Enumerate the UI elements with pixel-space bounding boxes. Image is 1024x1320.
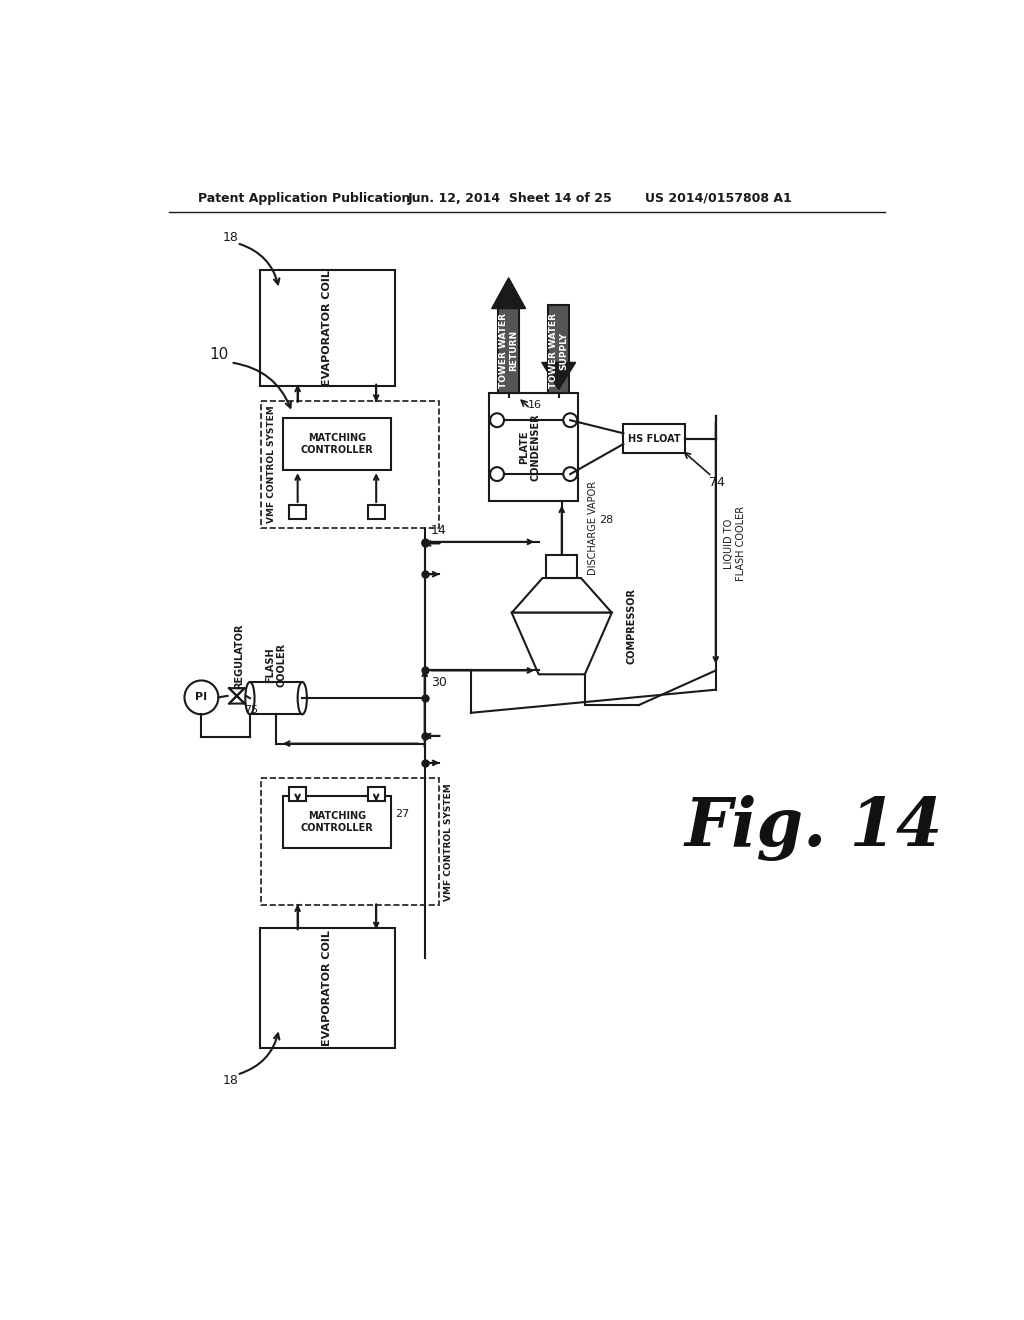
- Bar: [289, 788, 306, 801]
- Text: 28: 28: [599, 515, 613, 525]
- Text: VMF CONTROL SYSTEM: VMF CONTROL SYSTEM: [444, 783, 453, 900]
- Text: COMPRESSOR: COMPRESSOR: [626, 589, 636, 664]
- Text: FLASH
COOLER: FLASH COOLER: [265, 643, 287, 688]
- Text: 14: 14: [431, 524, 446, 537]
- Bar: [261, 401, 438, 528]
- Bar: [260, 928, 394, 1048]
- Text: HS FLOAT: HS FLOAT: [628, 434, 681, 444]
- Text: US 2014/0157808 A1: US 2014/0157808 A1: [645, 191, 792, 205]
- Bar: [283, 796, 391, 849]
- Bar: [289, 506, 306, 519]
- Text: DISCHARGE VAPOR: DISCHARGE VAPOR: [588, 480, 598, 576]
- Text: Patent Application Publication: Patent Application Publication: [199, 191, 411, 205]
- Bar: [498, 305, 519, 393]
- Circle shape: [490, 467, 504, 480]
- Bar: [624, 424, 685, 453]
- Text: Jun. 12, 2014  Sheet 14 of 25: Jun. 12, 2014 Sheet 14 of 25: [408, 191, 612, 205]
- Bar: [489, 393, 578, 502]
- Bar: [548, 305, 569, 393]
- Bar: [250, 682, 302, 714]
- Text: 30: 30: [431, 676, 446, 689]
- Text: VMF CONTROL SYSTEM: VMF CONTROL SYSTEM: [267, 405, 276, 523]
- Text: PI: PI: [196, 693, 208, 702]
- Text: EVAPORATOR COIL: EVAPORATOR COIL: [323, 931, 333, 1045]
- Polygon shape: [512, 612, 611, 675]
- Bar: [368, 788, 385, 801]
- Text: PLATE
CONDENSER: PLATE CONDENSER: [519, 413, 541, 480]
- Circle shape: [184, 681, 218, 714]
- Text: 16: 16: [528, 400, 542, 409]
- Circle shape: [563, 467, 578, 480]
- Text: LIQUID TO
FLASH COOLER: LIQUID TO FLASH COOLER: [724, 506, 745, 581]
- Bar: [283, 418, 391, 470]
- Polygon shape: [542, 363, 575, 389]
- Text: 27: 27: [394, 809, 409, 820]
- Circle shape: [490, 413, 504, 428]
- Bar: [547, 554, 578, 578]
- Text: 75: 75: [245, 705, 259, 714]
- Text: MATCHING
CONTROLLER: MATCHING CONTROLLER: [301, 433, 374, 455]
- Text: Fig. 14: Fig. 14: [685, 795, 943, 861]
- Text: TOWER WATER
SUPPLY: TOWER WATER SUPPLY: [549, 313, 568, 388]
- Text: 18: 18: [223, 231, 239, 244]
- Text: TOWER WATER
RETURN: TOWER WATER RETURN: [499, 313, 518, 388]
- Text: REGULATOR: REGULATOR: [234, 623, 244, 689]
- Text: MATCHING
CONTROLLER: MATCHING CONTROLLER: [301, 812, 374, 833]
- Polygon shape: [492, 277, 525, 309]
- Text: 10: 10: [210, 347, 228, 362]
- Ellipse shape: [298, 682, 307, 714]
- Bar: [368, 506, 385, 519]
- Polygon shape: [512, 578, 611, 612]
- Text: 18: 18: [223, 1073, 239, 1086]
- Bar: [260, 271, 394, 385]
- Bar: [261, 779, 438, 906]
- Text: 74: 74: [710, 477, 725, 490]
- Circle shape: [563, 413, 578, 428]
- Ellipse shape: [246, 682, 255, 714]
- Text: EVAPORATOR COIL: EVAPORATOR COIL: [323, 269, 333, 385]
